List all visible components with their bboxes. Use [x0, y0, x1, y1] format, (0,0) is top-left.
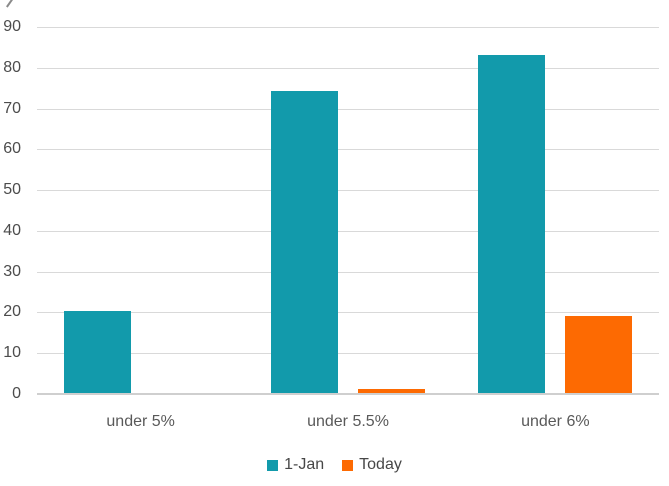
bar-1-jan-under-5-[interactable] [63, 311, 131, 393]
bar-today-under-6-[interactable] [565, 316, 633, 393]
legend-swatch-icon [342, 459, 354, 471]
gridline-30 [37, 271, 659, 273]
legend-label: 1-Jan [284, 456, 325, 473]
gridline-60 [37, 149, 659, 151]
y-tick-label-90: 90 [3, 18, 21, 35]
y-tick-label-20: 20 [3, 303, 21, 321]
gridline-50 [37, 190, 659, 192]
gridline-70 [37, 108, 659, 110]
y-tick-label-50: 50 [3, 181, 21, 199]
gridline-90 [37, 27, 659, 28]
gridline-10 [37, 353, 659, 355]
legend-item-today[interactable]: Today [342, 456, 402, 474]
bar-1-jan-under-5.5-[interactable] [271, 91, 338, 393]
legend: 1-Jan Today [0, 456, 669, 474]
x-tick-label-under-6-: under 6% [521, 413, 590, 430]
y-tick-label-60: 60 [3, 140, 21, 158]
legend-item-1-jan[interactable]: 1-Jan [267, 456, 324, 474]
y-tick-label-30: 30 [3, 262, 21, 280]
cropped-edge-artifact [6, 0, 14, 8]
gridline-20 [37, 312, 659, 314]
y-tick-label-0: 0 [12, 385, 21, 402]
y-tick-label-70: 70 [3, 99, 21, 117]
plot-area: under 5% under 5.5% under 6% [37, 27, 659, 430]
gridline-40 [37, 230, 659, 232]
gridline-80 [37, 67, 659, 69]
bar-1-jan-under-6-[interactable] [478, 55, 546, 393]
y-tick-label-10: 10 [3, 344, 21, 362]
bar-today-under-5.5-[interactable] [358, 389, 425, 393]
legend-swatch-icon [267, 459, 279, 471]
x-tick-label-under-5-: under 5% [106, 413, 175, 430]
gridline-0 [37, 393, 659, 395]
legend-label: Today [359, 456, 402, 473]
y-tick-label-80: 80 [3, 58, 21, 76]
y-tick-label-40: 40 [3, 221, 21, 239]
x-tick-label-under-5.5-: under 5.5% [307, 413, 389, 430]
